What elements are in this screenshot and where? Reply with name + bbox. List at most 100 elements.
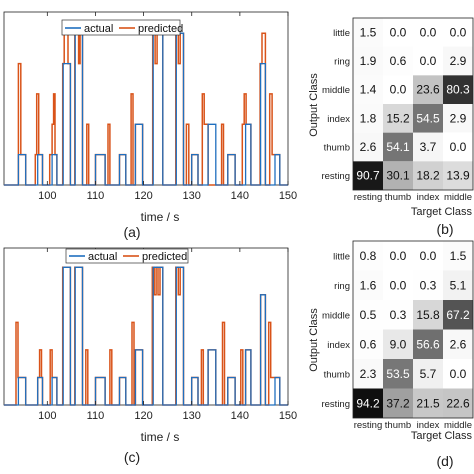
x-tick-label-c: 120 [134,410,152,422]
matrix-cell-b [443,104,473,133]
matrix-cell-value-b: 18.2 [416,169,440,183]
matrix-cell-b [383,18,413,47]
matrix-cell-value-b: 2.9 [450,111,467,125]
col-label-resting-d: resting [354,420,383,431]
matrix-cell-b [383,161,413,190]
matrix-cell-value-d: 1.5 [450,249,467,263]
row-label-index-d: index [327,340,350,351]
col-label-middle-b: middle [444,192,472,203]
matrix-cell-b [353,161,383,190]
matrix-cell-value-b: 1.4 [360,83,377,97]
matrix-cell-value-b: 0.0 [450,25,467,39]
matrix-cell-value-d: 0.0 [390,278,407,292]
matrix-cell-d [383,388,413,418]
matrix-cell-d [413,270,443,300]
matrix-cell-b [443,46,473,76]
row-labels-b: little ring middle index thumb resting [321,28,350,182]
row-label-middle-b: middle [322,85,350,96]
matrix-cell-d [383,300,413,330]
x-tick-label-c: 100 [38,410,56,422]
matrix-cell-value-d: 37.2 [386,396,410,410]
matrix-cell-value-d: 67.2 [446,308,470,322]
matrix-cell-d [443,241,473,271]
col-labels-d: resting thumb index middle [354,420,472,431]
matrix-cell-b [353,46,383,76]
row-label-index-b: index [327,114,350,125]
matrix-cell-value-d: 56.6 [416,337,440,351]
matrix-cell-b [413,104,443,133]
matrix-cell-b [413,46,443,76]
matrix-cell-value-b: 1.9 [360,54,377,68]
matrix-cell-value-d: 2.3 [360,367,377,381]
matrix-cell-value-b: 0.0 [390,83,407,97]
matrix-cell-value-b: 0.0 [450,140,467,154]
x-ticks-c: 100 110 120 130 140 150 [38,248,297,422]
matrix-cell-value-d: 0.6 [360,337,377,351]
matrix-cell-b [413,75,443,104]
matrix-border-b [352,17,474,191]
legend-label-predicted-c: predicted [142,251,187,263]
matrix-cell-value-d: 1.6 [360,278,377,292]
x-tick-label-c: 150 [279,410,297,422]
panel-label-c: (c) [124,449,140,465]
row-label-resting-d: resting [321,399,350,410]
x-tick-label-a: 120 [134,190,152,202]
x-tick-label-a: 130 [183,190,201,202]
matrix-cell-value-d: 0.0 [450,367,467,381]
x-tick-label-a: 140 [231,190,249,202]
row-label-ring-d: ring [334,281,350,292]
matrix-cell-value-d: 0.5 [360,308,377,322]
matrix-cell-d [383,241,413,271]
matrix-cell-d [353,359,383,389]
matrix-cell-b [443,161,473,190]
legend-label-actual-a: actual [84,23,113,35]
x-tick-label-a: 110 [87,190,105,202]
matrix-cell-d [443,300,473,330]
matrix-cell-d [353,241,383,271]
x-axis-label-d: Target Class [411,430,473,442]
x-tick-label-c: 140 [231,410,249,422]
matrix-cell-b [443,132,473,162]
col-labels-b: resting thumb index middle [354,192,472,203]
matrix-cell-b [383,75,413,104]
matrix-cell-value-b: 2.9 [450,54,467,68]
matrix-cell-value-b: 0.0 [420,54,437,68]
row-label-middle-d: middle [322,310,350,321]
matrix-cell-value-d: 53.5 [386,367,410,381]
col-label-index-d: index [417,420,440,431]
matrix-cell-value-b: 80.3 [446,83,470,97]
matrix-cell-d [353,300,383,330]
col-label-resting-b: resting [354,192,383,203]
x-tick-label-c: 130 [183,410,201,422]
matrix-cell-d [413,388,443,418]
timeseries-chart-c: 100 110 120 130 140 150 actual predicted time… [3,247,297,465]
matrix-cell-d [353,270,383,300]
matrix-cell-value-d: 5.1 [450,278,467,292]
matrix-cell-value-d: 21.5 [416,396,440,410]
col-label-middle-d: middle [444,420,472,431]
col-label-thumb-b: thumb [385,192,411,203]
legend-a: actual predicted [61,19,183,36]
matrix-cell-value-d: 0.0 [420,249,437,263]
timeseries-chart-a: 100 110 120 130 140 150 actual predicted time… [3,11,297,240]
matrix-cell-value-b: 3.7 [420,140,437,154]
panel-label-b: (b) [436,221,453,237]
matrix-cell-b [413,18,443,47]
matrix-cell-d [443,359,473,389]
matrix-cells-d: 0.8 0.0 0.0 1.5 1.6 0.0 0.3 5.1 0.5 0.3 15.8 67.2 0.… [352,240,474,419]
x-axis-label-c: time / s [141,430,180,444]
x-tick-label-a: 150 [279,190,297,202]
matrix-cell-b [443,75,473,104]
legend-label-predicted-a: predicted [138,23,183,35]
row-labels-d: little ring middle index thumb resting [321,251,350,410]
matrix-cell-d [443,388,473,418]
matrix-cell-b [383,132,413,162]
row-label-resting-b: resting [321,171,350,182]
matrix-cell-value-b: 54.1 [386,140,410,154]
matrix-cell-d [383,270,413,300]
col-label-index-b: index [417,192,440,203]
matrix-cell-value-b: 15.2 [386,111,410,125]
matrix-cell-d [443,270,473,300]
x-tick-label-a: 100 [38,190,56,202]
y-axis-label-d: Output Class [308,308,320,372]
